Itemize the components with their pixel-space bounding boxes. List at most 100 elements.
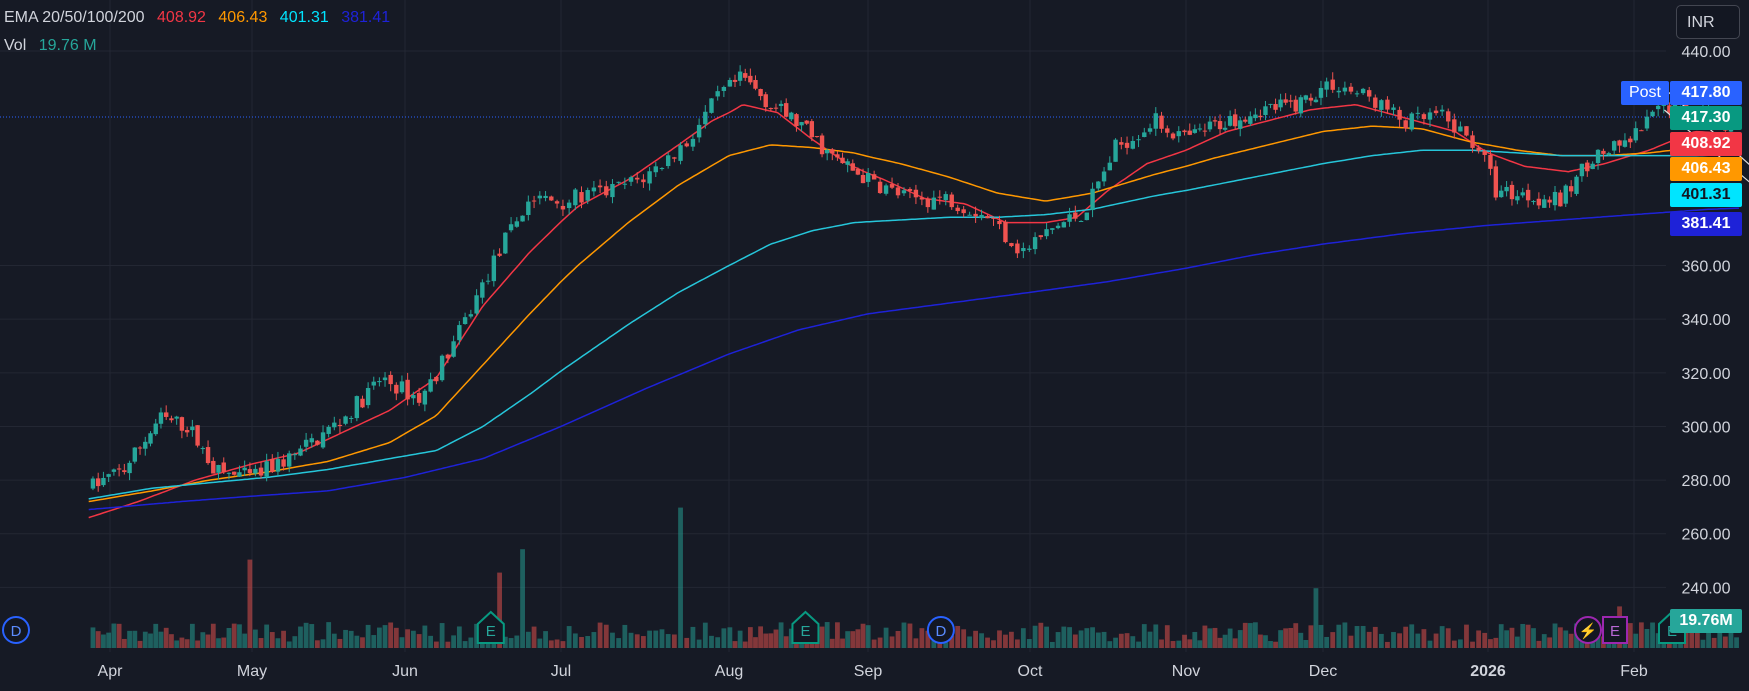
volume-bar [1227,628,1233,648]
volume-bar [737,630,743,648]
candle-body [394,384,399,394]
volume-bar [242,633,248,648]
candle-body [195,425,200,446]
volume-bar [579,637,584,648]
volume-bar [320,639,326,648]
volume-bar [1273,641,1278,648]
earnings-marker [476,610,505,644]
volume-bar [1439,626,1445,648]
candle-body [690,138,696,147]
ema50-price-label: 406.43 [1670,157,1742,181]
candle-body [1574,176,1579,194]
volume-legend[interactable]: Vol 19.76 M [4,37,105,55]
volume-legend-label: Vol [4,37,27,54]
ema-legend[interactable]: EMA 20/50/100/200 408.92 406.43 401.31 3… [4,9,398,27]
volume-bar [1217,637,1223,648]
volume-bar [616,638,622,648]
candle-body [1050,228,1055,230]
candle-body [763,94,768,108]
candle-body [497,253,502,256]
volume-bar [690,626,696,648]
candle-body [1590,163,1595,170]
volume-bar [445,641,451,648]
volume-bar [1568,633,1574,648]
volume-bar [753,637,758,648]
volume-bar [337,638,343,648]
volume-bar [659,629,665,648]
candle-body [377,381,382,383]
ema-lines [88,104,1740,519]
candle-body [1568,186,1574,192]
y-tick-label: 240.00 [1682,580,1731,597]
volume-bar [508,638,514,648]
volume-bar [1482,632,1488,648]
candle-body [622,183,628,185]
volume-bar [497,572,502,648]
volume-bar [845,631,851,648]
candle-body [1182,130,1187,133]
volume-bar [1360,625,1366,648]
volume-bar [1445,628,1451,648]
volume-bar [433,641,439,648]
candle-body [855,168,861,175]
candle-body [1433,110,1439,114]
currency-button[interactable]: INR [1676,5,1740,39]
volume-bar [382,625,388,648]
volume-bar [1700,639,1706,648]
volume-bar [653,630,659,648]
volume-bar [252,629,258,648]
volume-bar [468,637,474,648]
candle-body [860,174,866,184]
event-marker-label: E [486,623,496,640]
volume-bar [1038,622,1044,648]
volume-bar [566,626,572,648]
candle-body [560,205,566,210]
candle-body [111,469,117,472]
candle-body [1628,138,1633,143]
volume-bar [671,634,677,648]
volume-bar [303,622,309,648]
candle-body [1202,130,1208,132]
ema-legend-label: EMA 20/50/100/200 [4,9,145,26]
volume-bar [1118,633,1124,648]
candle-body [1027,248,1032,250]
candle-body [190,426,195,431]
volume-bar [1084,628,1090,648]
candle-body [1542,199,1547,208]
candle-body [804,120,809,124]
candle-body [635,177,640,180]
volume-bar [231,623,237,648]
candle-body [1403,120,1408,129]
candle-body [877,181,883,194]
volume-bar [1722,636,1728,648]
candle-body [411,395,416,399]
candle-body [840,157,845,164]
earnings-upcoming-marker [1602,616,1628,644]
candle-body [709,98,714,113]
candle-body [1617,140,1622,146]
candle-body [247,469,253,474]
candle-body [1055,225,1061,229]
candle-body [491,255,497,282]
volume-bar [456,626,462,648]
event-marker-label: D [935,623,946,640]
volume-bar [860,623,866,648]
candle-body [641,179,646,183]
candle-body [474,295,479,314]
volume-bar [127,630,132,648]
volume-bar [1547,637,1553,648]
volume-bar [326,622,332,648]
candle-body [1288,100,1293,102]
volume-bar [275,638,281,648]
candle-body [1536,198,1542,206]
candle-body [1379,100,1384,110]
candle-body [1606,153,1611,155]
x-tick-label: Jun [392,663,418,680]
candle-body [1015,243,1020,254]
candle-body [973,213,978,217]
volume-bar [634,634,640,648]
y-tick-label: 340.00 [1682,312,1731,329]
candle-body [1585,162,1590,172]
volume-bar [520,549,525,648]
